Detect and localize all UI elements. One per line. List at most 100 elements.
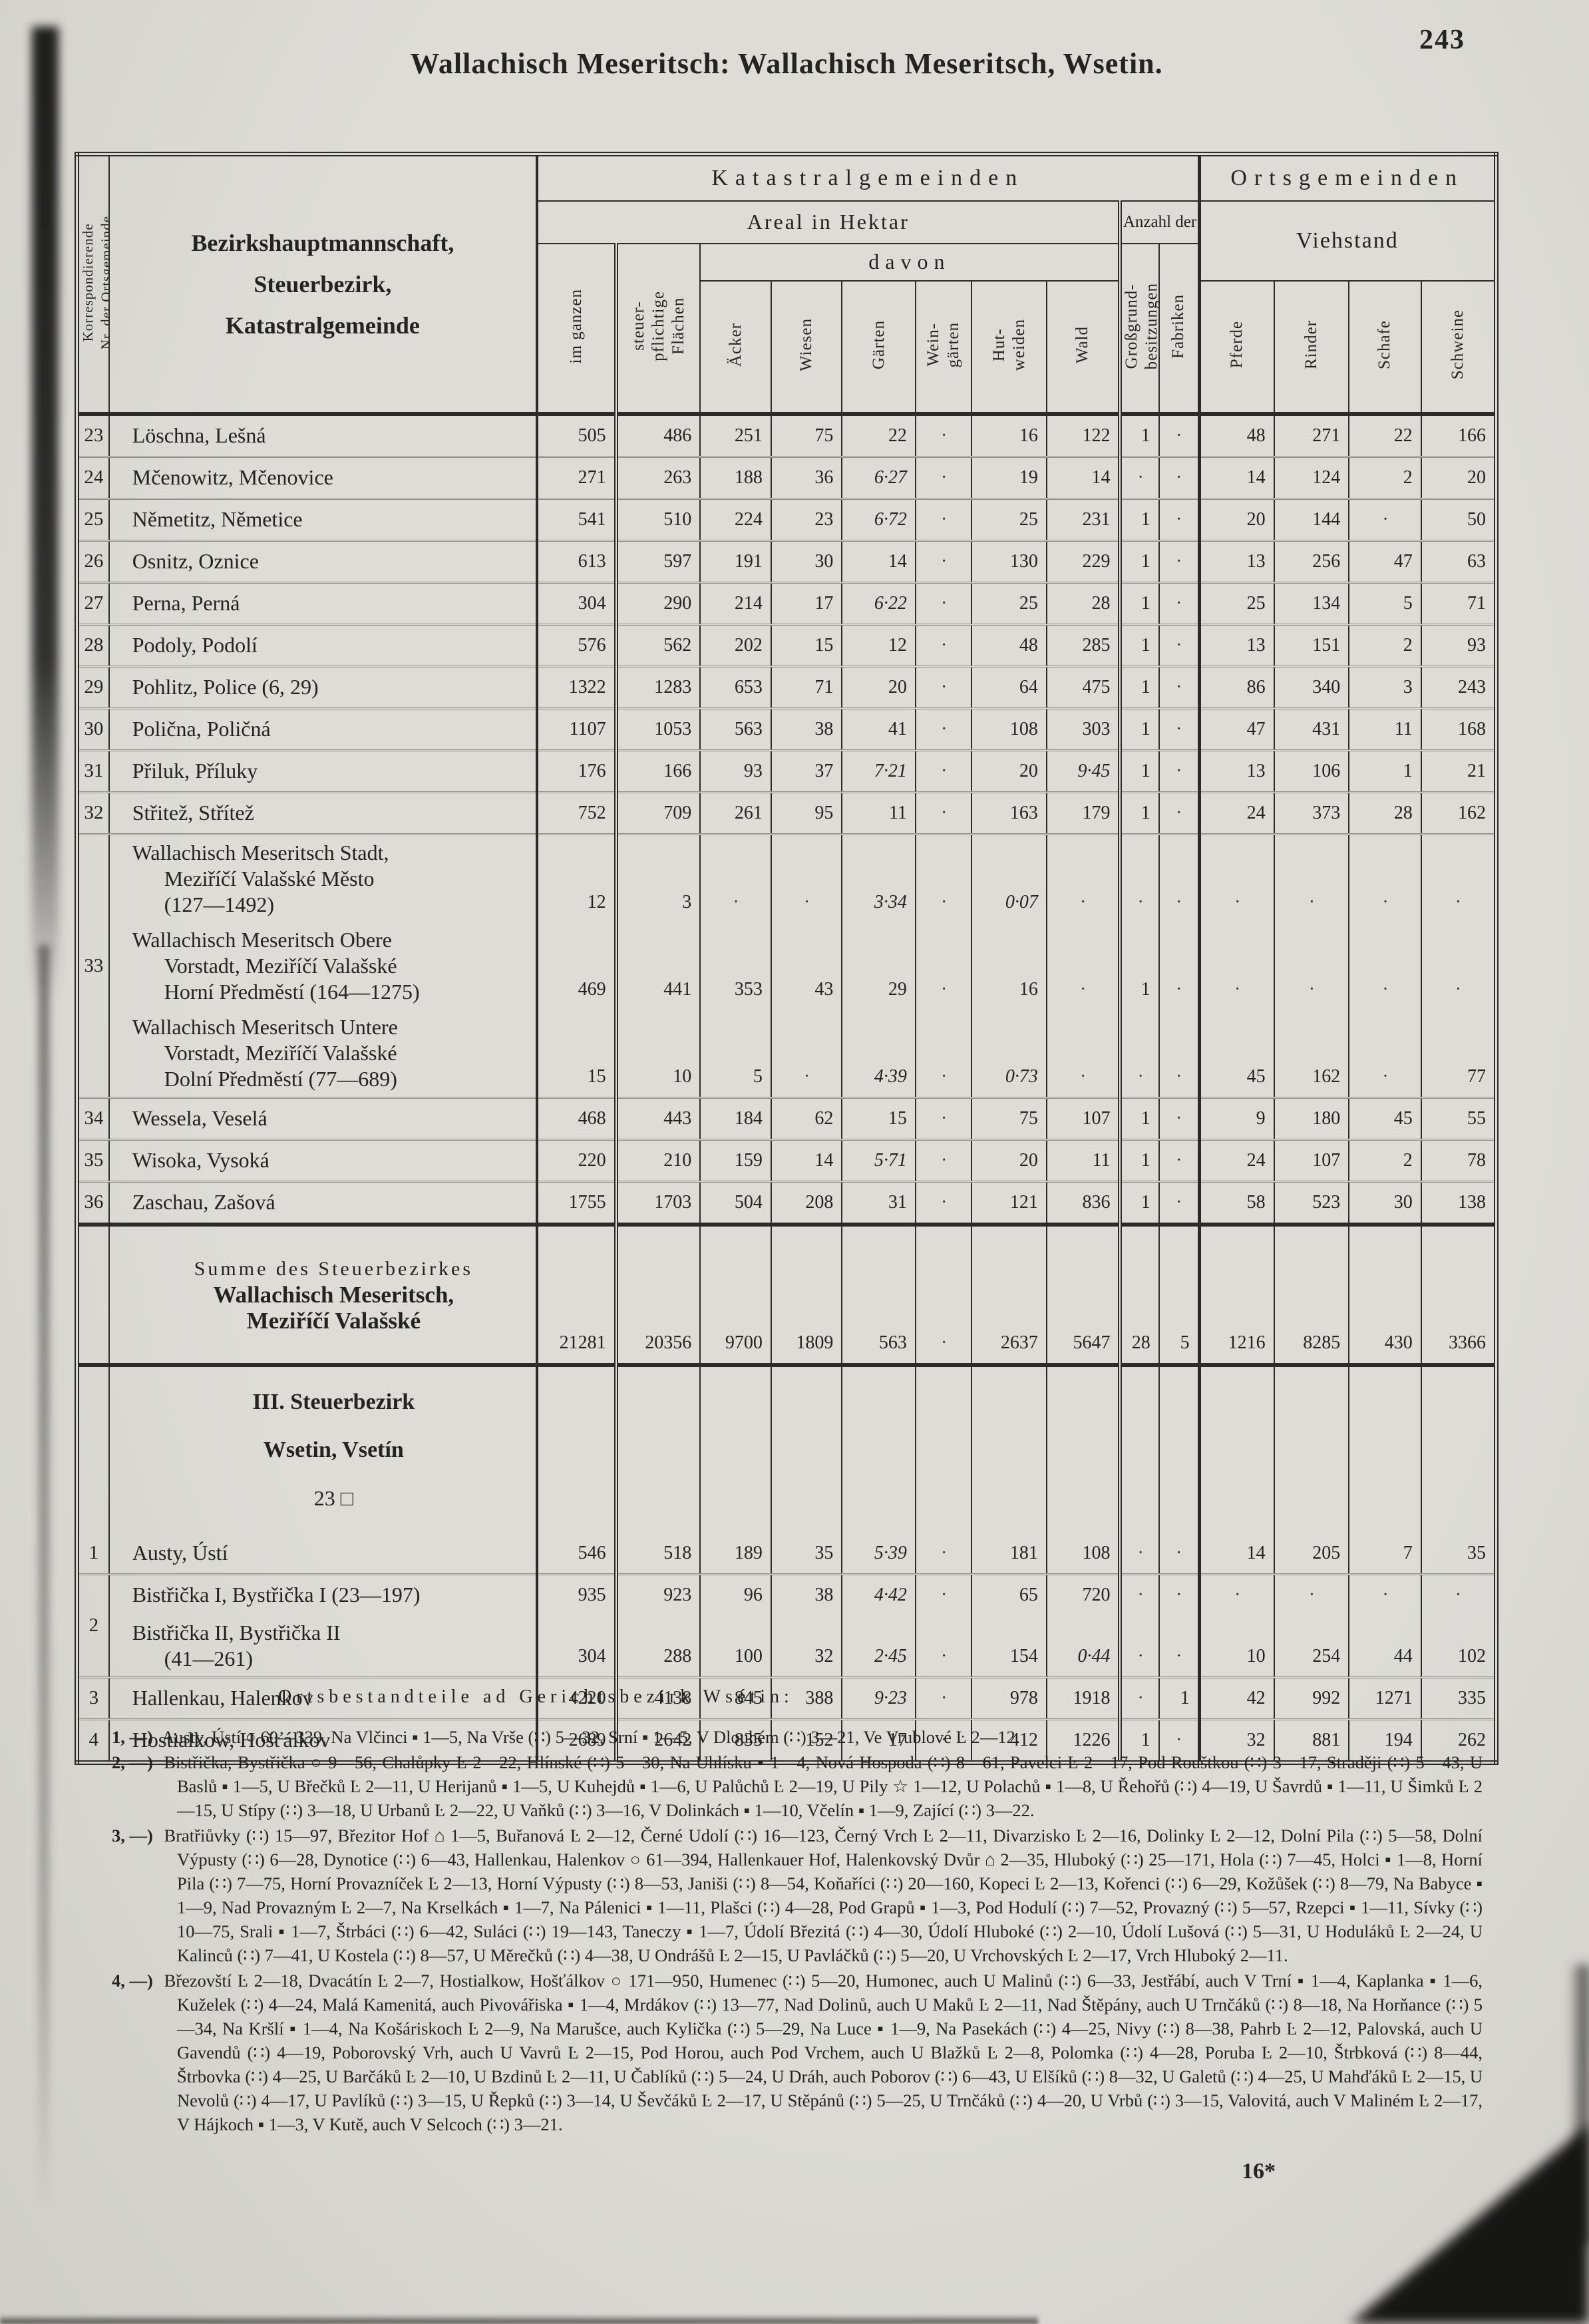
value-cell: 166 (1420, 413, 1497, 457)
value-cell: · (1420, 922, 1497, 1010)
name-header-line: Steuerbezirk, (254, 270, 392, 297)
value-cell: · (914, 1718, 972, 1762)
value-cell: 3 (1348, 665, 1421, 708)
value-cell: 1 (1118, 1718, 1159, 1762)
value-cell: 14 (770, 1138, 842, 1181)
name-line: Wallachisch Meseritsch Obere (132, 927, 392, 952)
value-cell: 63 (1420, 539, 1497, 582)
name-line: Horní Předměstí (164—1275) (164, 979, 420, 1004)
page-number: 243 (1419, 25, 1465, 55)
value-cell: · (914, 539, 972, 582)
davon-header: davon (699, 243, 1121, 282)
value-cell: 9 (1197, 1096, 1274, 1139)
name-cell: Bistřička II, Bystřička II (41—261) (108, 1615, 539, 1677)
value-cell: 1 (1118, 581, 1159, 624)
col-header-wald: Wald (1045, 280, 1121, 414)
table-row: 24 Mčenowitz, Mčenovice 271 263 188 36 6·27 · 19… (77, 455, 1497, 498)
value-cell: 35 (1420, 1533, 1497, 1574)
table-row: 23 Löschna, Lešná 505 486 251 75 22 · 16 122 1 · 48 2… (77, 413, 1497, 457)
value-cell: 108 (971, 707, 1047, 750)
group-header-ortsgemeinden: Ortsgemeinden (1197, 154, 1497, 202)
value-cell (1420, 1364, 1497, 1533)
value-cell: 162 (1420, 791, 1497, 834)
table-header: Korrespondierende Nr. der Ortsgemeinde B… (77, 154, 1497, 414)
value-cell: 22 (841, 413, 916, 457)
name-cell: Löschna, Lešná (108, 413, 539, 457)
section-heading-cell: III. Steuerbezirk Wsetin, Vsetín 23 □ (108, 1364, 539, 1533)
name-line: Meziříčí Valašské Město (164, 866, 375, 890)
footnote-label: 3, —) (112, 1826, 153, 1845)
name-line: Summe des Steuerbezirkes (194, 1257, 473, 1280)
value-cell: 5 (1158, 1222, 1200, 1367)
value-cell: 102 (1420, 1615, 1497, 1677)
value-cell: 191 (699, 539, 771, 582)
value-cell (699, 1364, 771, 1533)
value-cell: 5 (1348, 581, 1421, 624)
value-cell: 25 (971, 581, 1047, 624)
value-cell: 510 (614, 497, 701, 540)
value-cell: 17 (770, 581, 842, 624)
section-heading-line: 23 □ (313, 1485, 354, 1510)
value-cell: · (1273, 833, 1349, 922)
value-cell: 47 (1197, 707, 1274, 750)
name-line: Hallenkau, Halenkov (132, 1686, 313, 1710)
value-cell: 16 (971, 922, 1047, 1010)
name-cell: Osnitz, Oznice (108, 539, 539, 582)
value-cell: 21 (1420, 749, 1497, 792)
value-cell: 562 (614, 623, 701, 666)
value-cell: 251 (699, 413, 771, 457)
printers-mark: 16* (1242, 2159, 1276, 2184)
name-cell: Němetitz, Němetice (108, 497, 539, 540)
value-cell: 469 (536, 922, 616, 1010)
value-cell: 20 (1420, 455, 1497, 498)
value-cell: 202 (699, 623, 771, 666)
value-cell: 15 (770, 623, 842, 666)
value-cell: · (1118, 1615, 1159, 1677)
value-cell: · (1118, 1573, 1159, 1615)
table-row: 25 Němetitz, Němetice 541 510 224 23 6·72 · 25 23… (77, 497, 1497, 540)
name-cell: Wisoka, Vysoká (108, 1138, 539, 1181)
value-cell: 37 (770, 749, 842, 792)
value-cell: 28 (1045, 581, 1121, 624)
value-cell: · (699, 833, 771, 922)
name-column-header: Bezirkshauptmannschaft, Steuerbezirk, Ka… (108, 154, 539, 414)
value-cell: 45 (1197, 1009, 1274, 1097)
value-cell (1158, 1364, 1200, 1533)
value-cell: 11 (1045, 1138, 1121, 1181)
value-cell: 14 (1045, 455, 1121, 498)
value-cell: · (914, 1222, 972, 1367)
value-cell: 11 (841, 791, 916, 834)
value-cell: 13 (1197, 623, 1274, 666)
value-cell: · (1348, 1009, 1421, 1097)
value-cell: 58 (1197, 1180, 1274, 1225)
name-cell: Pohlitz, Police (6, 29) (108, 665, 539, 708)
value-cell (1197, 1364, 1274, 1533)
value-cell: 29 (841, 922, 916, 1010)
value-cell: · (1158, 539, 1200, 582)
value-cell: · (1158, 833, 1200, 922)
value-cell: 14 (1197, 1533, 1274, 1574)
table-row: Wallachisch Meseritsch Untere Vorstadt, M… (77, 1009, 1497, 1097)
value-cell: 5647 (1045, 1222, 1121, 1367)
footnote-label: 2, —) (112, 1752, 153, 1772)
value-cell: · (914, 623, 972, 666)
value-cell: · (1273, 922, 1349, 1010)
name-cell: Summe des Steuerbezirkes Wallachisch Mese… (108, 1222, 539, 1367)
value-cell: 1 (1118, 1096, 1159, 1139)
value-cell: 5·39 (841, 1533, 916, 1574)
nr-cell: 26 (77, 539, 110, 582)
value-cell: · (1197, 922, 1274, 1010)
value-cell: · (1158, 455, 1200, 498)
name-line: Němetitz, Němetice (132, 507, 303, 531)
table-body: 23 Löschna, Lešná 505 486 251 75 22 · 16 122 1 · 48 2… (77, 413, 1497, 1762)
col-header-aecker: Äcker (699, 280, 771, 414)
footnote: 3, —) Bratřiůvky (∷) 15—97, Březitor Hof… (112, 1824, 1483, 1967)
name-cell: Bistřička I, Bystřička I (23—197) (108, 1573, 539, 1615)
value-cell: 121 (971, 1180, 1047, 1225)
nr-cell: 32 (77, 791, 110, 834)
value-cell: 3366 (1420, 1222, 1497, 1367)
name-line: Mčenowitz, Mčenovice (132, 465, 333, 489)
value-cell: 0·44 (1045, 1615, 1121, 1677)
value-cell: · (1158, 413, 1200, 457)
value-cell: 388 (770, 1676, 842, 1719)
